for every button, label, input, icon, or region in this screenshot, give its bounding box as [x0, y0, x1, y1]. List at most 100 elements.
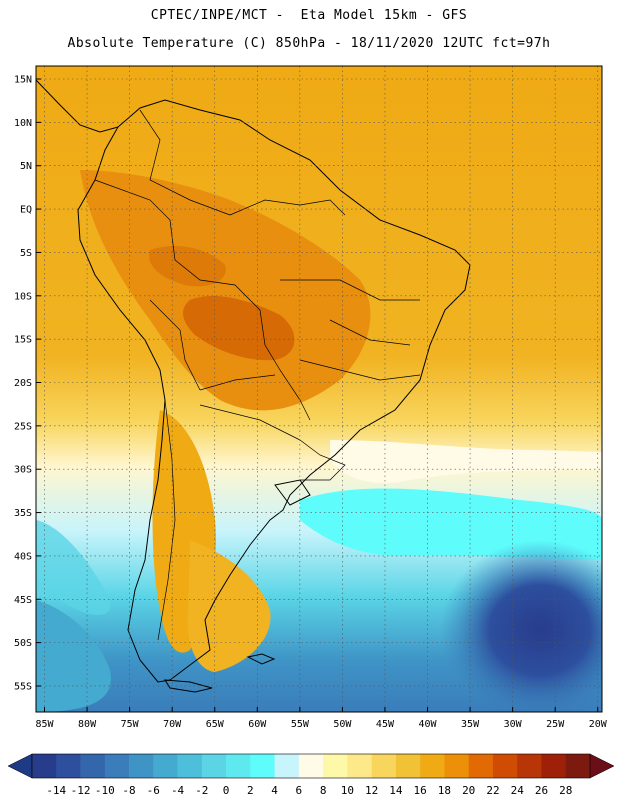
south-america-outline	[77, 99, 471, 683]
colorbar-tick-label: -10	[95, 784, 115, 797]
colorbar-tick-label: -2	[195, 784, 208, 797]
lat-label: 40S	[14, 551, 32, 562]
border-bolivia-paraguay	[199, 374, 276, 391]
colorbar-tick-label: 10	[341, 784, 354, 797]
lat-label: 5N	[20, 161, 32, 172]
lon-label: 40W	[418, 719, 437, 730]
lat-label: 5S	[20, 248, 32, 259]
colorbar-swatch	[226, 754, 251, 778]
field-warm-continent	[80, 170, 371, 411]
colorbar-tick-label: -8	[122, 784, 135, 797]
lon-label: 70W	[163, 719, 182, 730]
title-line-1: CPTEC/INPE/MCT - Eta Model 15km - GFS	[150, 8, 468, 23]
country-borders	[94, 109, 421, 641]
colorbar-tick-label: 12	[365, 784, 378, 797]
field-pacific-cold	[36, 600, 111, 712]
colorbar-min-arrow	[7, 753, 33, 779]
colorbar-swatch	[395, 754, 421, 778]
lon-label: 85W	[35, 719, 54, 730]
colorbar-swatch	[444, 754, 469, 778]
colorbar-tick-label: -14	[46, 784, 66, 797]
colorbar-swatch	[177, 754, 203, 778]
colorbar-tick-label: -4	[171, 784, 185, 797]
lat-label: 20S	[14, 378, 32, 389]
border-colombia-peru	[94, 179, 176, 261]
colorbar-swatch	[104, 754, 130, 778]
lon-label: 75W	[121, 719, 140, 730]
lat-label: 50S	[14, 638, 32, 649]
lat-label: 45S	[14, 595, 32, 606]
colorbar-swatch	[298, 754, 324, 778]
central-america-outline	[36, 79, 119, 133]
border-guianas	[229, 199, 346, 216]
colorbar-swatch	[153, 754, 178, 778]
colorbar-tick-label: 2	[247, 784, 254, 797]
lat-label: 25S	[14, 421, 32, 432]
tierra-del-fuego	[164, 679, 213, 693]
field-deep-cold	[440, 540, 602, 712]
brazil-states-3	[299, 359, 421, 381]
colorbar: -14 -12 -10 -8 -6 -4 -2 0 2 4 6 8 10 12 14 16 18 20 22 24 26…	[7, 753, 615, 797]
colorbar-tick-label: -12	[71, 784, 91, 797]
field-hot-core	[183, 295, 295, 361]
colorbar-tick-label: -6	[147, 784, 160, 797]
colorbar-tick-label: 18	[438, 784, 451, 797]
colorbar-swatch	[541, 754, 567, 778]
colorbar-swatch	[371, 754, 397, 778]
border-chile-argentina	[157, 399, 176, 641]
colorbar-swatch	[468, 754, 494, 778]
colorbar-tick-label: 24	[511, 784, 525, 797]
lat-label: 35S	[14, 508, 32, 519]
falkland-islands	[246, 653, 276, 665]
border-brazil-west	[174, 259, 311, 421]
lat-label: 55S	[14, 681, 32, 692]
border-colombia-venezuela	[139, 109, 231, 216]
lat-label: 10N	[14, 118, 32, 129]
colorbar-tick-label: 16	[414, 784, 427, 797]
lat-label: 10S	[14, 291, 32, 302]
lon-label: 30W	[504, 719, 523, 730]
colorbar-swatch	[492, 754, 518, 778]
colorbar-swatch	[517, 754, 542, 778]
colorbar-swatch	[347, 754, 372, 778]
colorbar-tick-label: 14	[389, 784, 403, 797]
lon-label: 50W	[333, 719, 352, 730]
lon-label: 65W	[206, 719, 225, 730]
colorbar-frame	[31, 753, 591, 779]
colorbar-swatch	[323, 754, 348, 778]
colorbar-swatch	[420, 754, 445, 778]
colorbar-swatch	[201, 754, 227, 778]
colorbar-max-arrow	[589, 753, 615, 779]
title-line-2: Absolute Temperature (C) 850hPa - 18/11/…	[67, 36, 551, 51]
colorbar-tick-label: 6	[296, 784, 303, 797]
lagoon-outline	[274, 479, 311, 506]
field-pale-band	[330, 440, 602, 484]
colorbar-swatch	[274, 754, 300, 778]
colorbar-tick-label: 4	[271, 784, 278, 797]
colorbar-swatch	[32, 754, 57, 778]
plot-frame	[35, 65, 603, 713]
lat-label: EQ	[20, 205, 32, 216]
colorbar-tick-label: 28	[559, 784, 572, 797]
colorbar-swatch	[129, 754, 154, 778]
colorbar-swatch	[80, 754, 106, 778]
field-pacific-cool	[36, 520, 111, 615]
axis-labels: 15N 10N 5N EQ 5S 10S 15S 20S 25S 30S 35S 40S 45S 50S 5…	[14, 75, 608, 730]
border-peru-bolivia	[149, 299, 201, 391]
coastlines	[36, 79, 471, 693]
colorbar-swatch	[56, 754, 81, 778]
lat-label: 15S	[14, 335, 32, 346]
colorbar-tick-label: 22	[486, 784, 499, 797]
brazil-states-2	[329, 319, 411, 346]
colorbar-tick-label: 20	[462, 784, 475, 797]
lat-label: 30S	[14, 465, 32, 476]
lon-label: 45W	[376, 719, 395, 730]
lat-label: 15N	[14, 75, 32, 86]
lon-label: 60W	[248, 719, 267, 730]
lon-label: 20W	[589, 719, 608, 730]
lon-label: 80W	[78, 719, 97, 730]
colorbar-swatch	[565, 754, 591, 778]
colorbar-tick-label: 8	[320, 784, 327, 797]
colorbar-swatch	[250, 754, 275, 778]
temperature-field	[36, 66, 602, 712]
